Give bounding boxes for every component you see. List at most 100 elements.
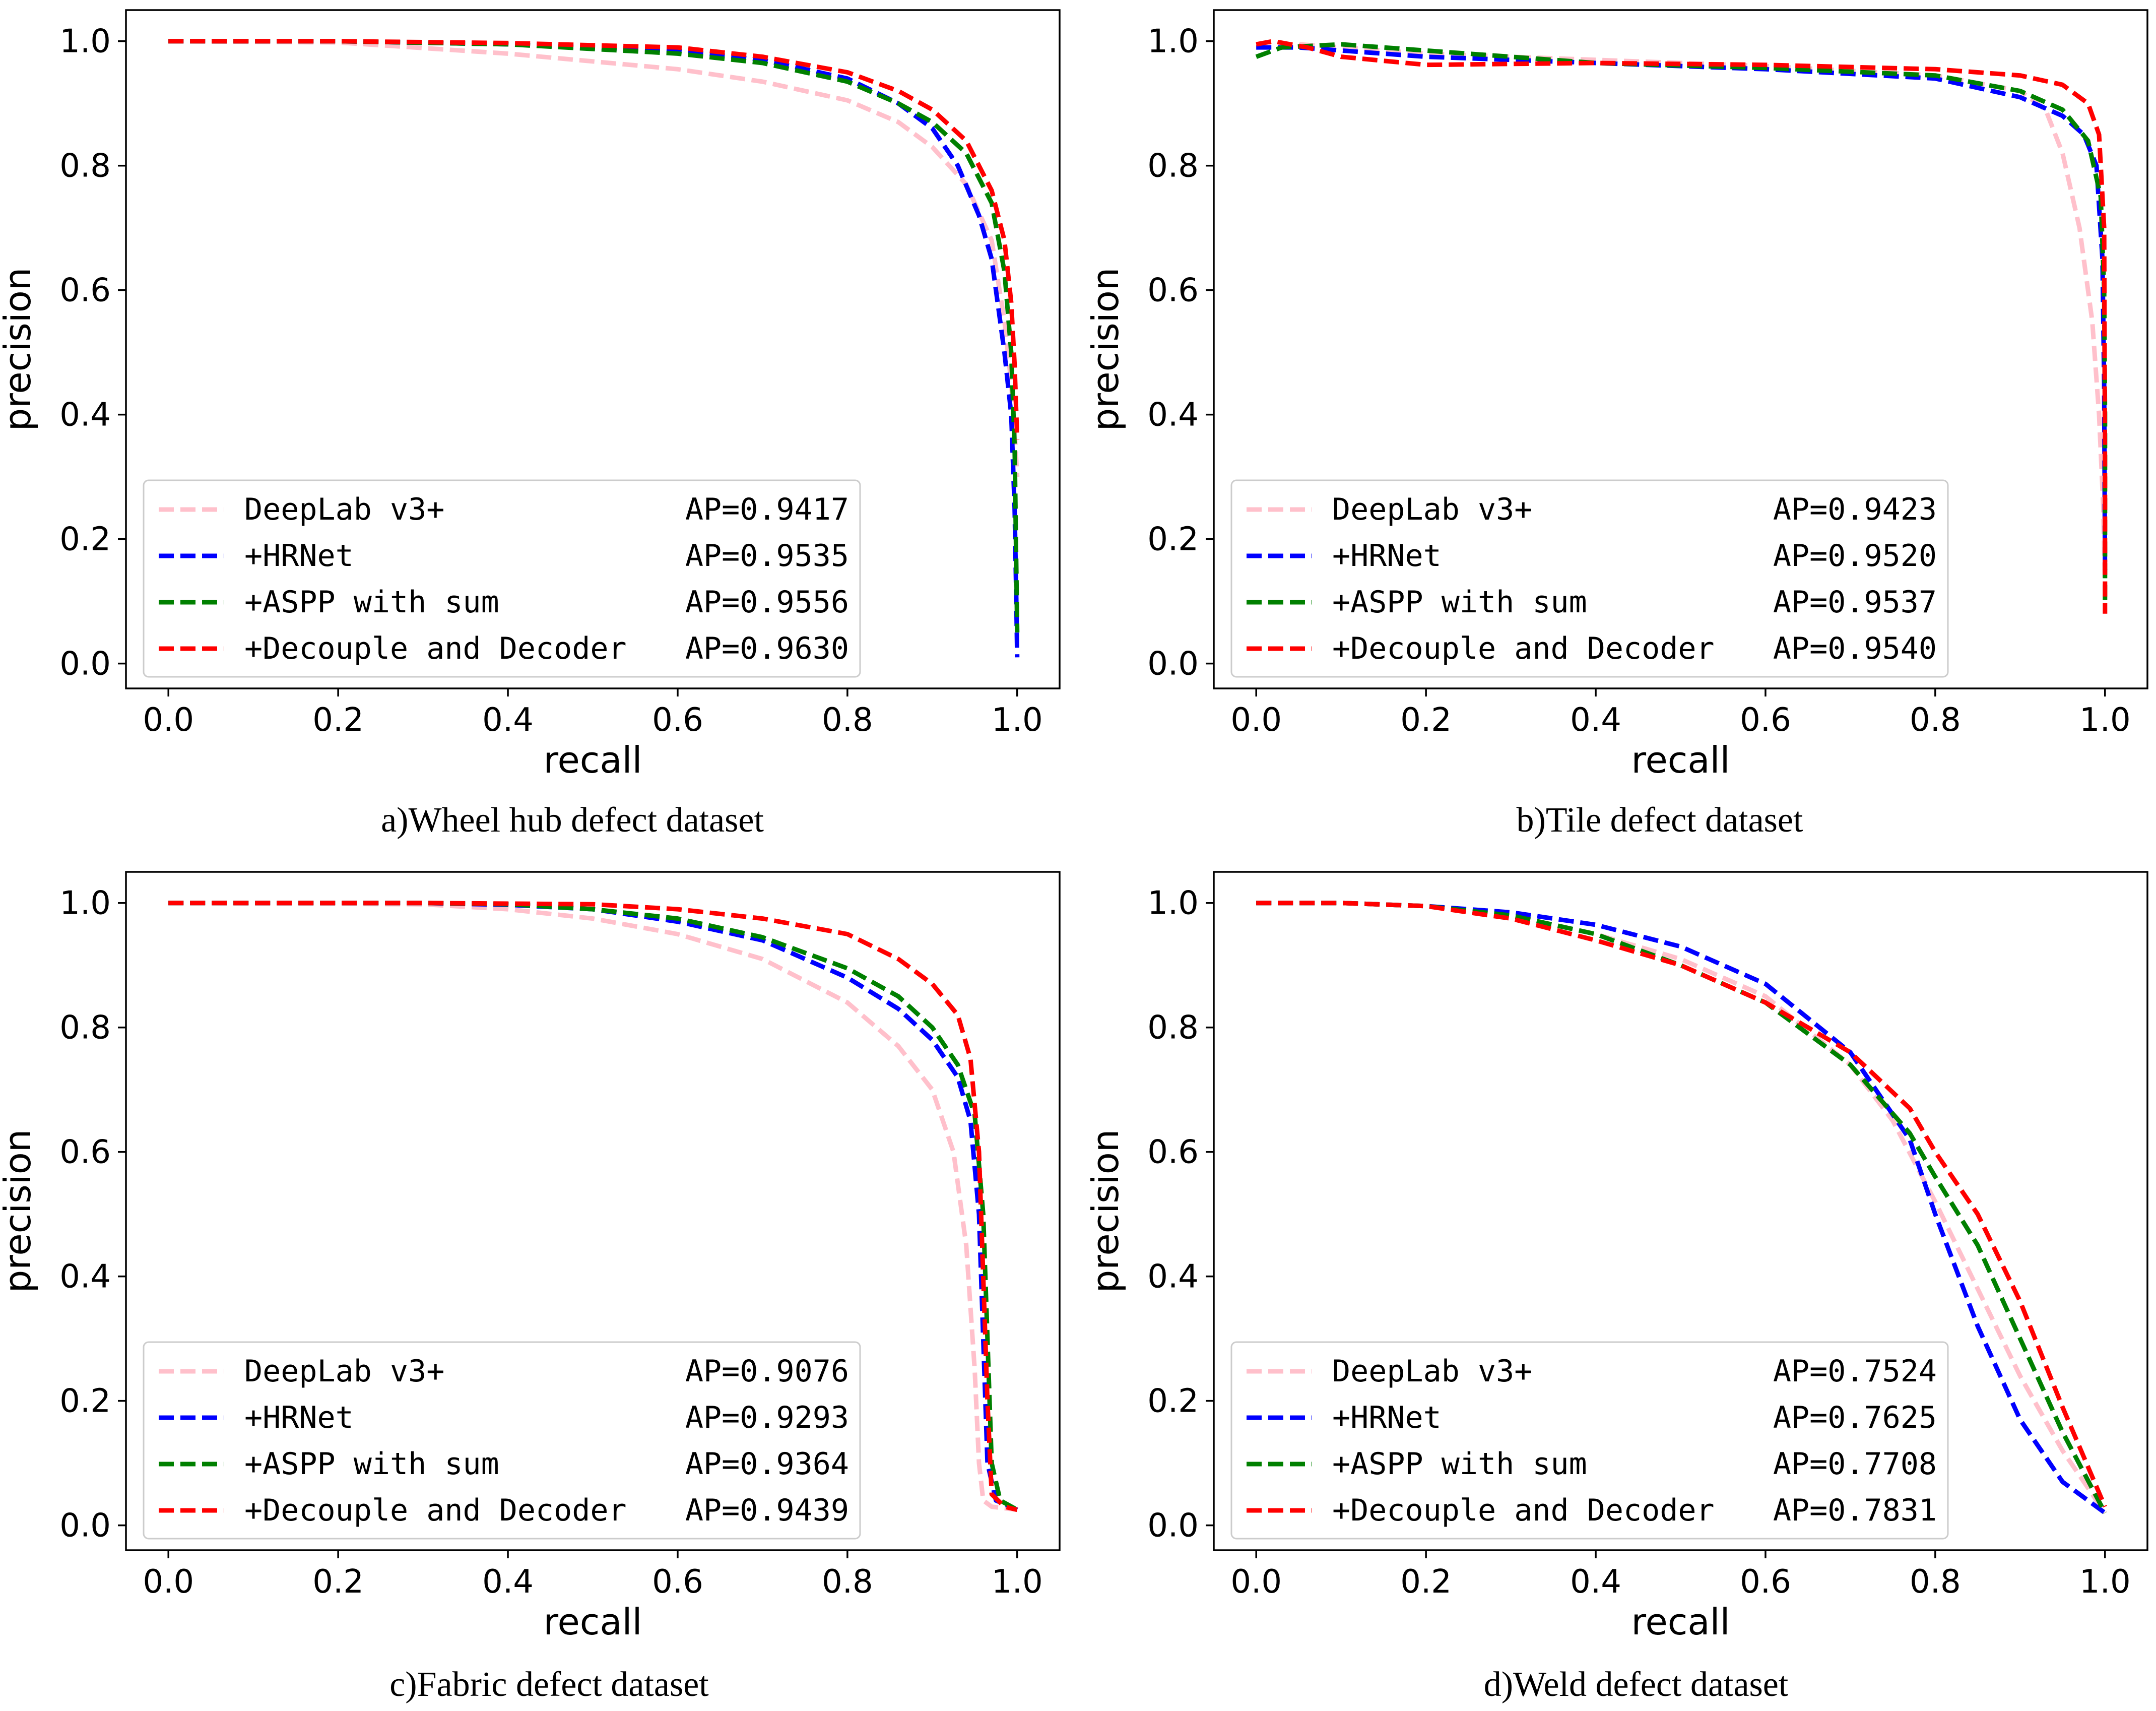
x-axis-label: recall [543, 739, 642, 781]
y-tick-label: 0.0 [59, 646, 111, 683]
legend-series-name: +Decouple and Decoder [244, 631, 627, 666]
legend: DeepLab v3+ AP=0.9076 +HRNet AP=0.9293 +ASPP… [143, 1341, 861, 1540]
x-axis-label: recall [543, 1601, 642, 1643]
legend-ap-value: AP=0.9076 [685, 1354, 849, 1389]
panel-caption: a)Wheel hub defect dataset [381, 801, 764, 840]
x-tick-label: 0.6 [1740, 1563, 1791, 1601]
chart-panel-4: 0.0 0.2 0.4 0.6 0.8 1.0 0.0 0.2 0.4 0.6 0.8 1.0 reca… [1084, 871, 2148, 1704]
legend-series-name: +ASPP with sum [244, 1446, 499, 1482]
x-tick-label: 0.2 [312, 702, 364, 739]
y-tick-label: 0.8 [59, 148, 111, 185]
series-line-3 [168, 39, 1020, 632]
axes-frame [125, 871, 1061, 1551]
y-tick-label: 1.0 [59, 23, 111, 60]
legend-ap-value: AP=0.9293 [685, 1400, 849, 1435]
legend-series-name: DeepLab v3+ [244, 492, 444, 527]
x-tick-label: 0.2 [1400, 702, 1452, 739]
legend-ap-value: AP=0.9364 [685, 1446, 849, 1482]
legend-box [1230, 479, 1949, 678]
chart-panel-1: 0.0 0.2 0.4 0.6 0.8 1.0 0.0 0.2 0.4 0.6 0.8 1.0 reca… [0, 9, 1061, 840]
legend-ap-value: AP=0.9556 [685, 585, 849, 620]
legend-box [143, 1341, 861, 1540]
y-tick-label: 0.6 [1147, 272, 1199, 309]
y-tick-label: 0.6 [59, 272, 111, 309]
legend-series-name: +Decouple and Decoder [244, 1493, 627, 1528]
y-axis-label: precision [1084, 1129, 1127, 1293]
y-tick-label: 0.6 [59, 1134, 111, 1171]
legend-ap-value: AP=0.7524 [1773, 1354, 1937, 1389]
series-line-2 [1256, 45, 2108, 571]
legend-box [143, 479, 861, 678]
series-line-1 [168, 39, 1020, 477]
series-line-4 [168, 39, 1020, 440]
y-tick-label: 0.8 [1147, 148, 1199, 185]
x-tick-label: 0.4 [482, 1563, 534, 1601]
x-tick-label: 0.0 [1230, 1563, 1282, 1601]
x-tick-label: 0.8 [1910, 1563, 1961, 1601]
y-tick-label: 0.8 [59, 1009, 111, 1047]
x-tick-label: 1.0 [2079, 1563, 2131, 1601]
legend-series-name: DeepLab v3+ [1332, 492, 1532, 527]
y-tick-label: 0.6 [1147, 1134, 1199, 1171]
series-line-1 [168, 901, 1018, 1512]
y-tick-label: 0.0 [1147, 1507, 1199, 1545]
legend-box [1230, 1341, 1949, 1540]
y-tick-label: 0.4 [1147, 1258, 1199, 1296]
x-tick-label: 0.6 [652, 702, 703, 739]
y-tick-label: 0.0 [59, 1507, 111, 1545]
series-line-4 [168, 901, 1018, 1512]
y-tick-label: 0.4 [1147, 397, 1199, 434]
legend-ap-value: AP=0.9537 [1773, 585, 1937, 620]
x-tick-label: 1.0 [2079, 702, 2131, 739]
x-tick-label: 0.6 [1740, 702, 1791, 739]
x-tick-label: 0.8 [1910, 702, 1961, 739]
legend-series-name: DeepLab v3+ [1332, 1354, 1532, 1389]
x-tick-label: 1.0 [992, 1563, 1043, 1601]
x-tick-label: 0.6 [652, 1563, 703, 1601]
legend-series-name: +Decouple and Decoder [1332, 1493, 1715, 1528]
axes-frame [1213, 9, 2148, 689]
y-tick-label: 0.4 [59, 397, 111, 434]
y-axis-label: precision [0, 1129, 39, 1293]
x-tick-label: 0.0 [143, 1563, 194, 1601]
x-tick-label: 0.8 [822, 1563, 873, 1601]
panel-caption: c)Fabric defect dataset [389, 1665, 709, 1704]
legend-series-name: +HRNet [244, 1400, 354, 1435]
x-tick-label: 0.4 [1570, 1563, 1621, 1601]
series-line-3 [168, 901, 1018, 1512]
legend-ap-value: AP=0.7831 [1773, 1493, 1937, 1528]
legend-ap-value: AP=0.7708 [1773, 1446, 1937, 1482]
y-tick-label: 1.0 [59, 885, 111, 922]
y-tick-label: 0.0 [1147, 646, 1199, 683]
series-line-4 [1256, 901, 2107, 1508]
legend-ap-value: AP=0.9540 [1773, 631, 1937, 666]
legend-series-name: +ASPP with sum [1332, 1446, 1587, 1482]
y-axis-label: precision [0, 268, 39, 431]
legend: DeepLab v3+ AP=0.9423 +HRNet AP=0.9520 +ASPP… [1230, 479, 1949, 678]
x-axis-label: recall [1631, 739, 1730, 781]
panel-caption: d)Weld defect dataset [1484, 1665, 1789, 1704]
legend-series-name: +HRNet [1332, 1400, 1442, 1435]
legend-ap-value: AP=0.9423 [1773, 492, 1937, 527]
legend-ap-value: AP=0.9520 [1773, 538, 1937, 574]
x-tick-label: 0.8 [822, 702, 873, 739]
legend-ap-value: AP=0.9630 [685, 631, 849, 666]
x-tick-label: 0.4 [1570, 702, 1621, 739]
x-tick-label: 0.4 [482, 702, 534, 739]
y-tick-label: 0.2 [59, 1383, 111, 1420]
series-line-3 [1255, 42, 2108, 602]
axes-frame [1213, 871, 2148, 1551]
legend-series-name: +ASPP with sum [244, 585, 499, 620]
x-tick-label: 0.2 [312, 1563, 364, 1601]
legend: DeepLab v3+ AP=0.9417 +HRNet AP=0.9535 +ASPP… [143, 479, 861, 678]
x-tick-label: 0.0 [143, 702, 194, 739]
legend-ap-value: AP=0.9417 [685, 492, 849, 527]
legend-series-name: +HRNet [1332, 538, 1442, 574]
legend-series-name: +HRNet [244, 538, 354, 574]
x-axis-label: recall [1631, 1601, 1730, 1643]
legend-series-name: DeepLab v3+ [244, 1354, 444, 1389]
y-tick-label: 0.2 [59, 521, 111, 558]
y-tick-label: 1.0 [1147, 885, 1199, 922]
legend-series-name: +Decouple and Decoder [1332, 631, 1715, 666]
